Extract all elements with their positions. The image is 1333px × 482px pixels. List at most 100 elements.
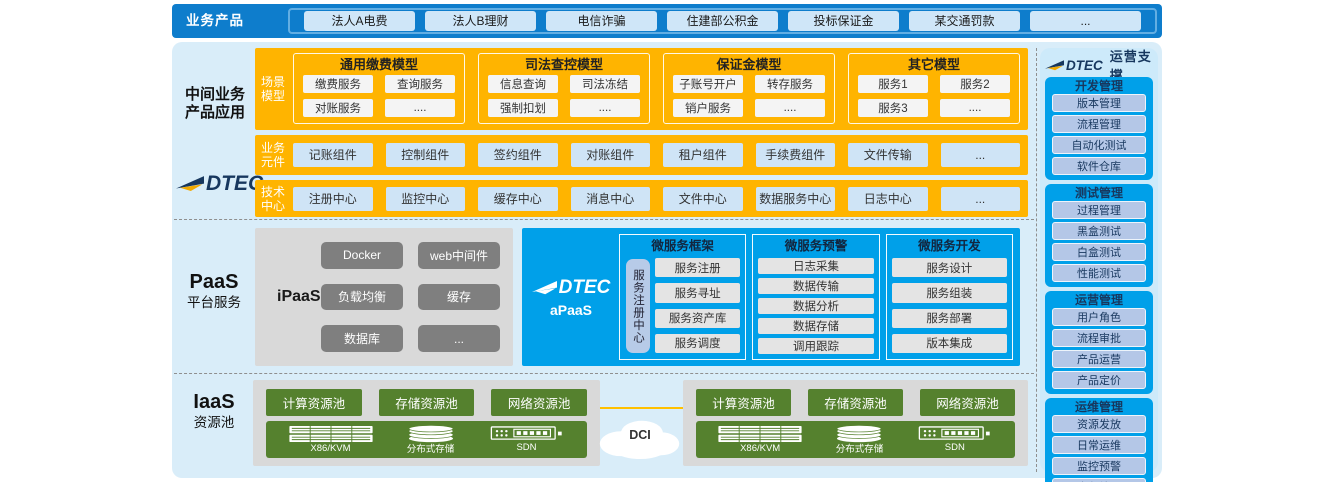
dtec-logo-icon [1045,59,1064,70]
resource-pool-box: 网络资源池 [491,389,588,416]
component-box: 租户组件 [663,143,743,167]
business-products-list: 法人A电费 法人B理财 电信诈骗 住建部公积金 投标保证金 某交通罚款... [288,8,1157,34]
ms-service-box: 数据分析 [758,298,874,314]
business-components-band: 业务元件 记账组件 控制组件 签约组件 对账组件 租户组件 手续费组件 文件传输... [255,135,1028,175]
ms-service-box: 服务组装 [891,283,1007,303]
sidebar-header: DTEC 运营支撑 [1045,49,1153,83]
product-box: 电信诈骗 [546,11,657,31]
ms-service-box: 服务调度 [655,333,741,353]
iaas-cluster-right: 计算资源池 存储资源池 网络资源池 X86/KVM 分布式存储 SDN [683,380,1028,466]
model-group-title: 其它模型 [907,57,960,72]
ms-service-box: 服务注册 [655,258,741,278]
ms-column-title: 微服务预警 [784,239,848,253]
center-box: 注册中心 [293,186,373,211]
device-sdn: SDN [489,426,565,453]
sidebar-section-dev: 开发管理 版本管理 流程管理 自动化测试 软件仓库 [1045,77,1153,180]
sidebar-item-box: 过程管理 [1052,201,1146,219]
device-sdn: SDN [917,426,993,453]
apaas-label: aPaaS [549,301,593,318]
sidebar-item-box: 监控预警 [1052,457,1146,475]
center-box: 消息中心 [570,186,650,211]
ms-service-box: 数据传输 [758,278,874,294]
business-products-label: 业务产品 [186,13,244,28]
ipaas-service-box: web中间件 [418,242,500,269]
ms-service-box: 版本集成 [891,333,1007,353]
sidebar-section-title: 运营管理 [1074,293,1123,307]
microservice-framework-column: 微服务框架 服务注册中心 服务注册 服务寻址 服务资产库 服务调度 [619,234,747,360]
ipaas-service-box: 缓存 [418,283,500,311]
component-box: 文件传输 [848,143,928,167]
sidebar-item-box: 流程管理 [1052,115,1146,133]
ms-service-box: 调用跟踪 [758,338,874,354]
device-distributed-storage: 分布式存储 [406,424,456,455]
ipaas-service-box: 负载均衡 [321,283,403,311]
component-box: 签约组件 [478,143,558,167]
business-products-bar: 业务产品 法人A电费 法人B理财 电信诈骗 住建部公积金 投标保证金 某交通罚款... [172,4,1162,38]
ipaas-label: iPaaS [277,288,321,305]
center-box: 监控中心 [385,186,465,211]
resource-pool-box: 存储资源池 [378,389,475,416]
sidebar-section-title: 开发管理 [1074,79,1123,93]
service-box: 服务2 [940,75,1010,93]
center-box: 日志中心 [848,186,928,211]
product-box: 法人B理财 [425,11,536,31]
dci-connector-line [600,407,683,409]
ipaas-service-box: Docker [321,242,403,269]
dci-label: DCI [629,428,651,442]
model-group-title: 通用缴费模型 [339,57,418,72]
center-box: 文件中心 [663,186,743,211]
service-box: 转存服务 [755,75,825,93]
dtec-logo-icon [531,280,557,294]
device-label: X86/KVM [310,442,351,454]
model-group-title: 司法查控模型 [524,57,603,72]
sidebar-item-box: 软件仓库 [1052,157,1146,175]
sidebar-section-title: 测试管理 [1074,186,1123,200]
product-box: 某交通罚款 [909,11,1020,31]
scene-model-band: 场景模型 通用缴费模型 缴费服务 查询服务 对账服务.... 司法查控模型 信息查询… [255,48,1028,130]
resource-pool-box: 存储资源池 [808,389,903,416]
paas-subtitle: 平台服务 [187,295,241,310]
server-rack-icon [718,425,803,442]
microservice-dev-column: 微服务开发 服务设计 服务组装 服务部署 版本集成 [885,234,1013,360]
apaas-logo-area: DTEC aPaaS [529,234,613,360]
ms-column-title: 微服务框架 [651,239,714,253]
dtec-logo-text: DTEC [558,276,611,298]
service-box: 对账服务 [303,99,373,117]
sidebar-section-operation: 运营管理 用户角色 流程审批 产品运营 产品定价 [1045,291,1153,394]
service-box: 服务1 [858,75,928,93]
component-box: 控制组件 [385,143,465,167]
device-distributed-storage: 分布式存储 [834,424,884,455]
device-x86kvm: X86/KVM [288,425,373,454]
device-label: 分布式存储 [835,443,884,455]
sidebar-section-test: 测试管理 过程管理 黑盒测试 白盒测试 性能测试 [1045,184,1153,287]
ms-service-box: 服务部署 [891,308,1007,328]
service-box: 服务3 [858,99,928,117]
service-box: 司法冻结 [570,75,640,93]
device-label: SDN [516,442,537,453]
iaas-cluster-left: 计算资源池 存储资源池 网络资源池 X86/KVM 分布式存储 SDN [253,380,600,466]
main-panel: 中间业务产品应用 DTEC PaaS 平台服务 IaaS 资源池 场景模型 通用… [172,42,1162,482]
model-group-deposit: 保证金模型 子账号开户 转存服务 销户服务.... [663,53,835,124]
ms-service-box: 数据存储 [758,318,874,334]
ms-service-box: 服务寻址 [655,283,741,303]
service-box: 强制扣划 [488,99,558,117]
network-switch-icon [918,426,991,440]
model-group-title: 保证金模型 [716,57,782,72]
dtec-logo: DTEC [1045,58,1103,73]
component-box: 手续费组件 [755,143,835,167]
sidebar-item-box: 性能测试 [1052,264,1146,282]
device-bar: X86/KVM 分布式存储 SDN [266,421,587,458]
model-group-general-payment: 通用缴费模型 缴费服务 查询服务 对账服务.... [293,53,465,124]
service-box: 销户服务 [673,99,743,117]
sidebar-section-title: 运维管理 [1074,400,1123,414]
component-box: ... [940,143,1020,167]
center-box: 数据服务中心 [755,186,835,211]
sidebar-item-box: 应急处理 [1052,478,1146,482]
business-components-band-label: 业务元件 [261,141,286,169]
separator-sidebar [1036,48,1037,472]
sidebar-item-box: 产品运营 [1052,350,1146,368]
ipaas-service-box: 数据库 [321,325,403,352]
service-box: .... [940,99,1010,117]
service-box: 信息查询 [488,75,558,93]
